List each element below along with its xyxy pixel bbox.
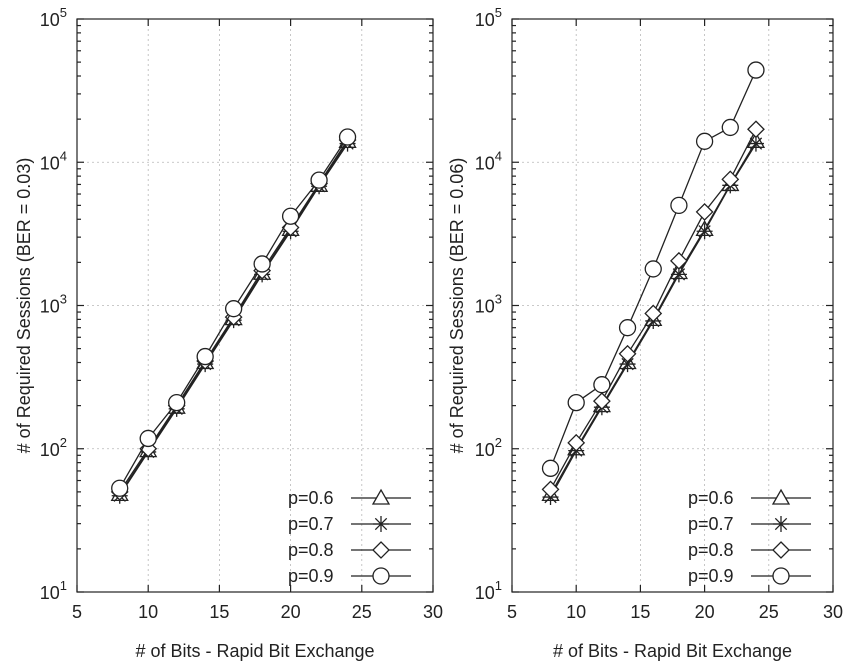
legend-entry-p-0-9: p=0.9 [288,566,411,586]
x-tick-label: 15 [209,602,229,622]
y-axis-label: # of Required Sessions (BER = 0.03) [14,158,34,454]
data-point-p-0-9 [281,207,300,225]
data-point-p-0-9 [747,61,765,79]
legend-entry-p-0-7: p=0.7 [288,514,411,534]
legend-entry-p-0-8: p=0.8 [688,540,811,560]
chart-panel-right: 5 10 15 20 25 30 101 102 103 104 105 # of Bits - Ra… [447,5,843,661]
legend-entry-p-0-7: p=0.7 [688,514,811,534]
x-tick-label: 20 [281,602,301,622]
y-tick-label: 104 [475,148,502,173]
legend-marker-circle [772,567,790,585]
legend-label: p=0.9 [688,566,734,586]
data-point-p-0-9 [111,479,129,497]
data-point-p-0-9 [224,300,243,318]
y-tick-label: 103 [40,292,67,317]
data-point-p-0-9 [338,128,357,146]
y-tick-label: 103 [475,292,502,317]
y-tick-label: 105 [475,5,502,30]
x-tick-label: 5 [507,602,517,622]
plot-frame [76,18,434,593]
data-point-p-0-9 [168,393,186,412]
y-tick-label: 104 [40,148,67,173]
legend-label: p=0.6 [288,488,334,508]
legend-marker-diamond [372,541,390,559]
data-point-p-0-8 [592,392,611,411]
series-p-0-8 [541,120,765,499]
legend-label: p=0.7 [688,514,734,534]
data-point-p-0-8 [747,120,765,139]
legend-marker-circle [372,567,390,585]
data-point-p-0-7 [670,266,687,283]
data-point-p-0-8 [618,344,637,363]
data-point-p-0-8 [541,480,560,499]
x-tick-label: 25 [352,602,372,622]
x-axis-label: # of Bits - Rapid Bit Exchange [135,641,374,661]
legend-marker-star [373,516,389,532]
data-point-p-0-9 [139,429,157,448]
y-tick-label: 102 [475,435,502,460]
data-point-p-0-9 [253,255,271,273]
legend-entry-p-0-6: p=0.6 [288,488,411,508]
data-point-p-0-8 [567,433,586,452]
data-point-p-0-7 [696,223,713,240]
legend-label: p=0.6 [688,488,734,508]
y-tick-label: 105 [40,5,67,30]
x-tick-label: 5 [72,602,82,622]
chart-panel-left: 5 10 15 20 25 30 101 102 103 104 105 # of Bits - Ra… [14,5,443,661]
legend-entry-p-0-8: p=0.8 [288,540,411,560]
data-point-p-0-9 [593,376,611,394]
legend-entry-p-0-6: p=0.6 [688,488,811,508]
legend-marker-star [773,516,789,532]
data-point-p-0-8 [670,251,688,270]
y-axis-label: # of Required Sessions (BER = 0.06) [447,158,467,454]
legend-label: p=0.9 [288,566,334,586]
x-tick-label: 30 [423,602,443,622]
x-tick-label: 30 [823,602,843,622]
x-tick-label: 20 [695,602,715,622]
data-point-p-0-7 [619,356,636,373]
legend-entry-p-0-9: p=0.9 [688,566,811,586]
x-tick-label: 10 [138,602,158,622]
legend-label: p=0.7 [288,514,334,534]
legend-marker-diamond [772,541,790,559]
legend-marker-triangle [371,488,391,505]
data-point-p-0-9 [310,171,328,189]
data-point-p-0-8 [721,170,740,189]
data-point-p-0-8 [695,203,714,221]
data-point-p-0-9 [567,393,585,412]
y-tick-label: 101 [475,578,502,603]
x-axis-label: # of Bits - Rapid Bit Exchange [553,641,792,661]
y-tick-label: 101 [40,578,67,603]
data-point-p-0-9 [695,132,714,150]
x-tick-label: 10 [566,602,586,622]
x-tick-label: 15 [630,602,650,622]
data-point-p-0-9 [670,196,688,215]
data-point-p-0-8 [644,304,663,323]
data-point-p-0-9 [196,347,214,366]
data-point-p-0-9 [644,260,662,278]
data-point-p-0-9 [618,319,637,337]
data-point-p-0-7 [747,135,764,152]
y-tick-label: 102 [40,435,67,460]
legend-label: p=0.8 [288,540,334,560]
legend-label: p=0.8 [688,540,734,560]
series-p-0-9 [111,128,357,497]
x-tick-label: 25 [759,602,779,622]
data-point-p-0-9 [721,118,739,137]
data-point-p-0-9 [541,459,560,477]
legend-marker-triangle [771,488,791,505]
series-p-0-9 [541,61,765,477]
